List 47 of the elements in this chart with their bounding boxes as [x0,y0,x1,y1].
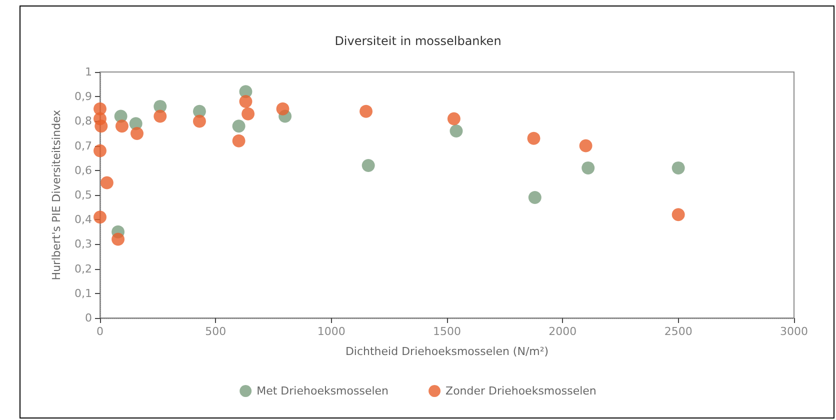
x-tick-label: 500 [205,325,226,338]
point [672,208,685,222]
y-tick-label: 0,3 [74,238,92,251]
point [362,158,375,172]
y-tick-label: 0,1 [74,286,92,300]
point [130,127,144,140]
point [450,124,463,138]
x-tick-label: 1500 [433,325,461,338]
point [154,110,167,123]
legend-label: Met Driehoeksmosselen [256,384,389,398]
point [232,134,246,148]
y-axis-title: Hurlbert's PIE Diversiteitsindex [50,109,63,280]
y-tick-label: 1 [85,66,92,78]
point [579,139,592,152]
y-tick-label: 0,9 [74,90,92,104]
y-tick-label: 0,6 [74,164,92,177]
point [192,114,206,128]
point [276,102,290,116]
point [100,176,114,190]
point [447,112,460,126]
y-tick-label: 0 [85,312,92,324]
x-tick-label: 2500 [664,325,692,338]
legend-label: Zonder Driehoeksmosselen [446,384,596,398]
chart-title: Diversiteit in mosselbanken [334,34,502,48]
point [528,190,542,204]
point [232,120,246,133]
point [115,120,128,133]
y-tick-label: 0,8 [74,114,92,128]
x-tick-label: 0 [96,325,104,338]
point [582,161,595,174]
point [360,104,373,118]
point [94,144,106,158]
x-tick-label: 1000 [317,325,346,338]
x-axis-title: Dichtheid Driehoeksmosselen (N/m²) [345,345,549,358]
y-tick-label: 0,2 [74,262,92,276]
point [527,132,540,145]
point [239,95,252,108]
y-tick-label: 0,7 [74,139,92,152]
point [112,232,125,246]
point [94,210,106,224]
y-tick-label: 0,4 [74,213,92,226]
point [94,120,108,133]
point [672,161,685,174]
x-tick-label: 3000 [780,325,808,338]
point [242,107,255,120]
y-tick-label: 0,5 [74,188,92,202]
x-tick-label: 2000 [548,325,577,338]
